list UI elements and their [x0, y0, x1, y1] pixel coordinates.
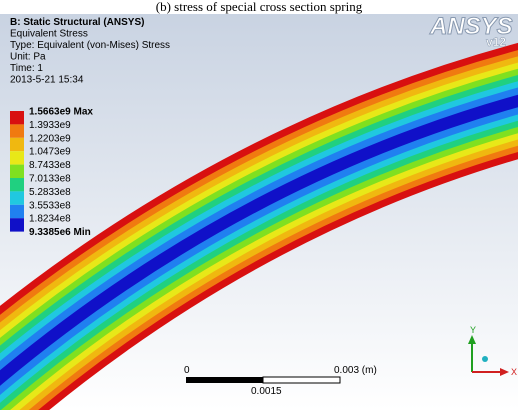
legend-label: 1.0473e9: [29, 147, 71, 158]
scale-middle: 0.0015: [251, 386, 282, 397]
legend-label: 3.5533e8: [29, 200, 71, 211]
triad-x: X: [511, 367, 517, 377]
scale-start: 0: [184, 365, 190, 376]
header-line: B: Static Structural (ANSYS): [10, 17, 144, 28]
screenshot: (b) stress of special cross section spri…: [0, 0, 518, 410]
header-line: 2013-5-21 15:34: [10, 75, 84, 86]
header-line: Time: 1: [10, 63, 43, 74]
legend-label: 1.8234e8: [29, 214, 71, 225]
legend-label: 8.7433e8: [29, 160, 71, 171]
legend-swatch: [10, 191, 24, 204]
triad-y: Y: [470, 325, 476, 335]
legend-swatch: [10, 165, 24, 178]
legend-swatch: [10, 138, 24, 151]
page: (b) stress of special cross section spri…: [0, 0, 518, 410]
legend-label: 1.3933e9: [29, 120, 71, 131]
legend-swatch: [10, 151, 24, 164]
legend-swatch: [10, 218, 24, 231]
legend-swatch: [10, 111, 24, 124]
caption: (b) stress of special cross section spri…: [156, 0, 363, 14]
legend-swatch: [10, 124, 24, 137]
scale-bar-black: [186, 377, 263, 383]
header-line: Unit: Pa: [10, 52, 46, 63]
header-line: Equivalent Stress: [10, 29, 88, 40]
legend-label: 9.3385e6 Min: [29, 227, 91, 238]
scale-bar-white: [263, 377, 340, 383]
legend-swatch: [10, 178, 24, 191]
legend-label: 1.2203e9: [29, 133, 71, 144]
z-dot: [482, 356, 488, 362]
legend-swatch: [10, 205, 24, 218]
scale-end: 0.003 (m): [334, 365, 377, 376]
header-line: Type: Equivalent (von-Mises) Stress: [10, 40, 170, 51]
legend-label: 1.5663e9 Max: [29, 107, 93, 118]
legend-label: 7.0133e8: [29, 174, 71, 185]
logo-version: v12: [486, 35, 506, 49]
legend-label: 5.2833e8: [29, 187, 71, 198]
